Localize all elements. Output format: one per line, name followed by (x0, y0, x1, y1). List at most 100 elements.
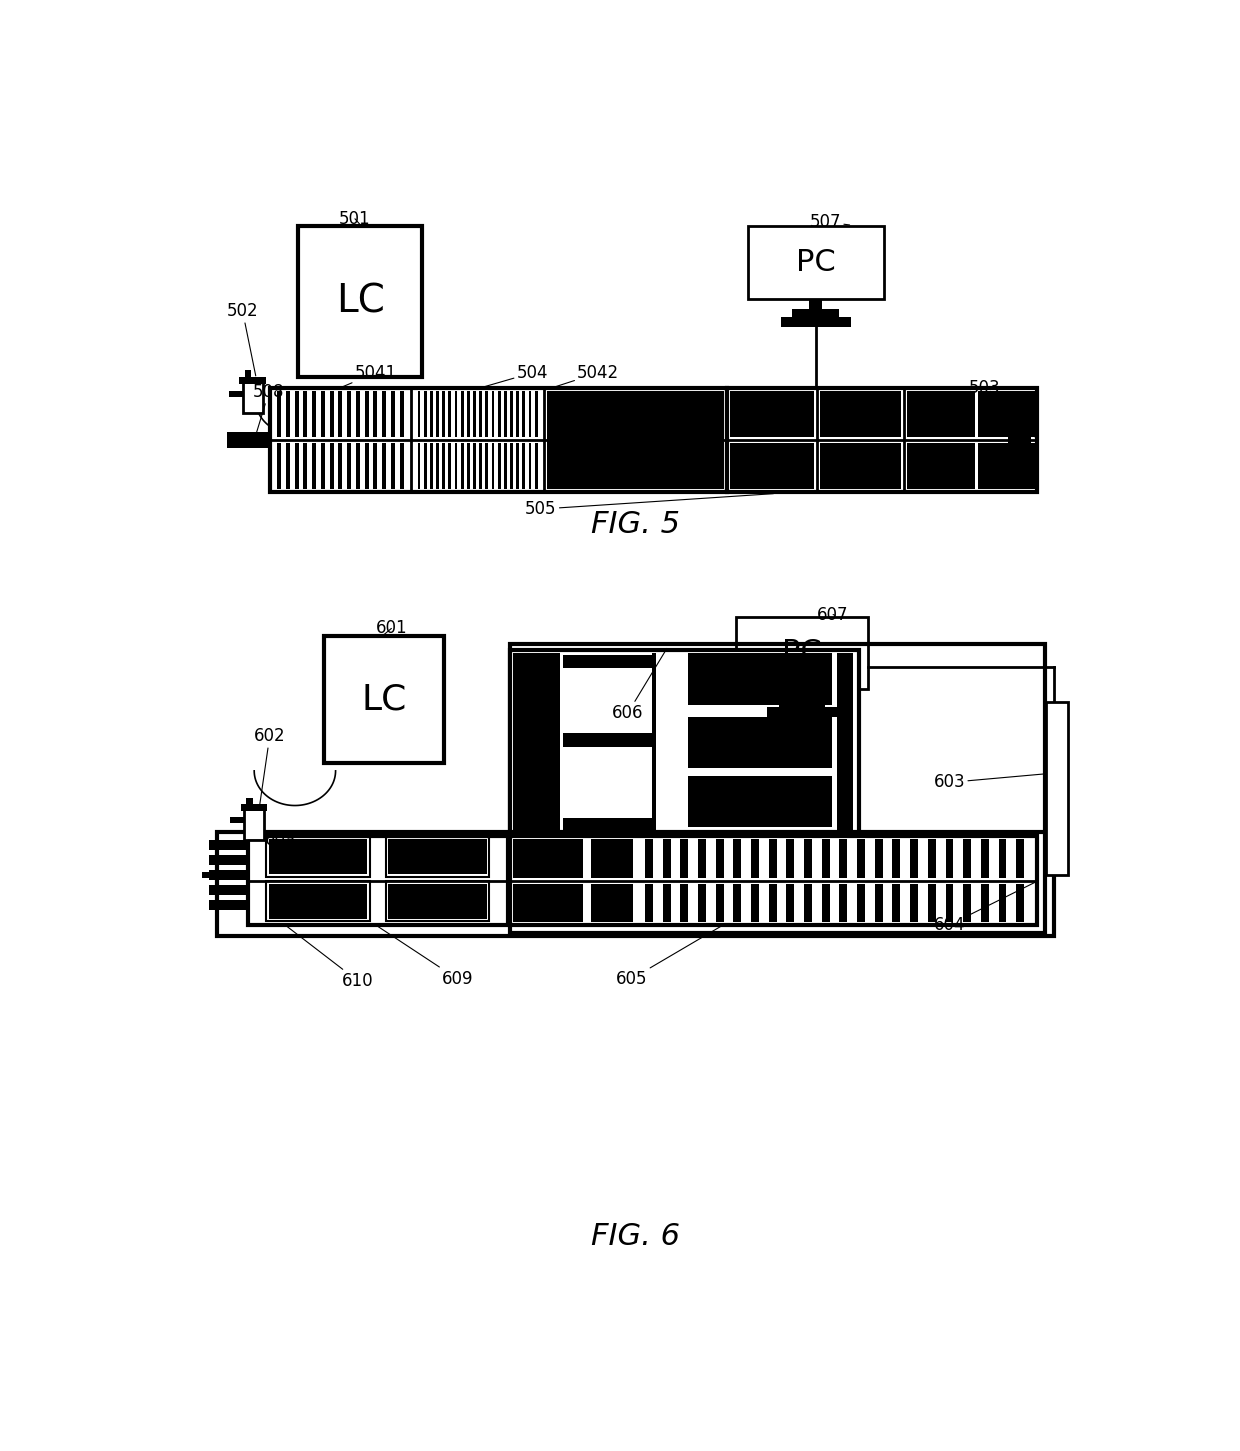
Bar (563, 654, 652, 669)
Bar (681, 839, 688, 878)
Bar (304, 443, 308, 489)
Bar (945, 839, 954, 878)
Bar (978, 392, 1037, 437)
Bar (1047, 702, 1068, 875)
Text: FIG. 5: FIG. 5 (591, 509, 680, 538)
Bar (510, 650, 858, 834)
Bar (386, 837, 489, 876)
Text: 604: 604 (934, 881, 1039, 934)
Bar (269, 884, 367, 918)
Bar (270, 389, 727, 492)
Bar (497, 392, 501, 437)
Bar (491, 443, 495, 489)
Bar (461, 443, 464, 489)
Bar (321, 392, 325, 437)
Bar (751, 839, 759, 878)
Bar (796, 689, 808, 699)
Bar (510, 443, 513, 489)
Bar (698, 839, 706, 878)
Bar (528, 392, 532, 437)
Bar (963, 884, 971, 921)
Bar (978, 443, 1037, 489)
Text: LC: LC (361, 682, 407, 717)
Bar (963, 839, 971, 878)
Bar (804, 839, 812, 878)
Bar (820, 443, 900, 489)
Bar (217, 833, 1054, 936)
Bar (312, 443, 316, 489)
Bar (480, 392, 482, 437)
Bar (210, 871, 248, 879)
Text: PC: PC (796, 248, 836, 277)
Bar (590, 884, 606, 921)
Bar (563, 733, 652, 747)
Bar (424, 392, 427, 437)
Bar (231, 817, 244, 823)
Bar (243, 380, 263, 414)
Bar (792, 309, 839, 316)
Bar (998, 839, 1007, 878)
Bar (698, 884, 706, 921)
Bar (430, 392, 433, 437)
Text: PC: PC (782, 638, 822, 667)
Bar (286, 392, 290, 437)
Bar (391, 392, 394, 437)
Bar (278, 443, 281, 489)
Bar (839, 839, 847, 878)
Text: 601: 601 (376, 620, 407, 637)
Bar (981, 884, 988, 921)
Bar (467, 392, 470, 437)
Bar (522, 443, 526, 489)
Bar (485, 443, 489, 489)
Bar (748, 226, 883, 299)
Bar (418, 392, 420, 437)
Bar (839, 884, 847, 921)
Bar (247, 798, 253, 804)
Bar (399, 443, 403, 489)
Bar (534, 392, 538, 437)
Bar (455, 443, 458, 489)
Bar (299, 226, 423, 377)
Bar (781, 316, 851, 326)
Bar (485, 392, 489, 437)
Bar (510, 836, 1037, 924)
Bar (906, 392, 975, 437)
Bar (267, 837, 370, 876)
Bar (330, 392, 334, 437)
Bar (436, 443, 439, 489)
Bar (534, 443, 538, 489)
Bar (769, 884, 776, 921)
Bar (201, 872, 211, 878)
Bar (688, 776, 832, 827)
Text: 603: 603 (934, 773, 1047, 791)
Bar (210, 885, 248, 895)
Bar (347, 443, 351, 489)
Bar (734, 884, 742, 921)
Bar (278, 392, 281, 437)
Text: 602: 602 (254, 727, 285, 805)
Bar (239, 377, 265, 383)
Bar (210, 840, 248, 850)
Bar (730, 443, 813, 489)
Bar (227, 432, 270, 448)
Bar (1007, 392, 1030, 489)
Bar (443, 392, 445, 437)
Text: 507: 507 (810, 213, 849, 231)
Bar (652, 653, 656, 831)
Text: 5042: 5042 (556, 364, 619, 386)
Bar (688, 717, 832, 768)
Bar (837, 653, 853, 831)
Bar (645, 839, 653, 878)
Bar (730, 392, 813, 437)
Bar (455, 392, 458, 437)
Bar (590, 839, 606, 878)
Bar (339, 392, 342, 437)
Bar (513, 653, 559, 831)
Text: 508: 508 (253, 383, 285, 440)
Bar (373, 392, 377, 437)
Bar (248, 836, 507, 924)
Bar (241, 804, 268, 811)
Bar (779, 699, 826, 707)
Bar (563, 818, 652, 831)
Bar (874, 839, 883, 878)
